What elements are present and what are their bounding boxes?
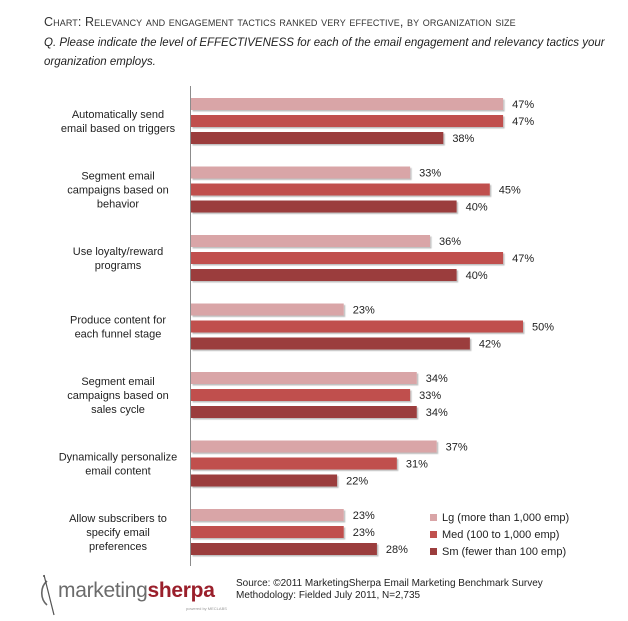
bar-med bbox=[191, 252, 504, 264]
legend-swatch-med bbox=[430, 531, 437, 538]
value-label: 47% bbox=[512, 253, 534, 265]
bar-sm bbox=[191, 337, 470, 350]
category-label: Use loyalty/reward bbox=[73, 246, 163, 258]
legend-swatch-lg bbox=[430, 514, 437, 521]
bar-med bbox=[191, 526, 344, 538]
logo-wordmark: marketingsherpa bbox=[58, 579, 215, 602]
category-label: Produce content for bbox=[70, 315, 166, 327]
bar-med bbox=[191, 320, 523, 333]
category-label: campaigns based on bbox=[67, 390, 169, 402]
value-label: 47% bbox=[512, 99, 534, 111]
value-label: 42% bbox=[479, 339, 501, 351]
legend-label-lg: Lg (more than 1,000 emp) bbox=[442, 511, 570, 524]
legend-item-med: Med (100 to 1,000 emp) bbox=[430, 526, 569, 543]
category-label: Segment email bbox=[81, 171, 154, 183]
logo-tagline: powered by MECLABS bbox=[186, 606, 227, 611]
source-line: Source: ©2011 MarketingSherpa Email Mark… bbox=[236, 578, 543, 589]
value-label: 23% bbox=[353, 305, 375, 317]
category-label: email based on triggers bbox=[61, 123, 176, 135]
bar-sm bbox=[191, 406, 417, 418]
value-label: 23% bbox=[353, 510, 375, 522]
bar-sm bbox=[191, 132, 444, 144]
value-label: 40% bbox=[466, 202, 488, 214]
bar-lg bbox=[191, 509, 344, 521]
bar-sm bbox=[191, 474, 338, 487]
bar-med bbox=[191, 389, 411, 401]
category-label: Automatically send bbox=[72, 109, 164, 121]
category-label: sales cycle bbox=[91, 404, 145, 416]
legend-item-sm: Sm (fewer than 100 emp) bbox=[430, 543, 569, 560]
category-label: specify email bbox=[86, 527, 150, 539]
value-label: 50% bbox=[532, 322, 554, 334]
bar-lg bbox=[191, 166, 411, 179]
legend-item-lg: Lg (more than 1,000 emp) bbox=[430, 509, 569, 526]
value-label: 23% bbox=[353, 527, 375, 539]
value-label: 28% bbox=[386, 544, 408, 556]
bar-sm bbox=[191, 269, 457, 281]
value-label: 34% bbox=[426, 373, 448, 385]
category-label: preferences bbox=[89, 541, 148, 553]
value-label: 33% bbox=[419, 168, 441, 180]
bar-sm bbox=[191, 543, 377, 555]
source-note: Source: ©2011 MarketingSherpa Email Mark… bbox=[236, 578, 543, 602]
value-label: 22% bbox=[346, 476, 368, 488]
category-label: Segment email bbox=[81, 376, 154, 388]
bar-med bbox=[191, 183, 490, 196]
legend-swatch-sm bbox=[430, 548, 437, 555]
chart-title: Chart: Relevancy and engagement tactics … bbox=[44, 15, 516, 29]
bar-lg bbox=[191, 98, 504, 110]
category-label: Dynamically personalize bbox=[59, 452, 178, 464]
value-label: 47% bbox=[512, 116, 534, 128]
category-label: programs bbox=[95, 260, 142, 272]
bar-lg bbox=[191, 440, 437, 453]
category-label: email content bbox=[85, 466, 150, 478]
category-label: campaigns based on bbox=[67, 185, 169, 197]
value-label: 45% bbox=[499, 185, 521, 197]
chart-question: Q. Please indicate the level of EFFECTIV… bbox=[44, 37, 605, 68]
bar-med bbox=[191, 457, 397, 470]
methodology-line: Methodology: Fielded July 2011, N=2,735 bbox=[236, 590, 421, 601]
category-label: behavior bbox=[97, 199, 140, 211]
compass-needle-icon bbox=[40, 574, 55, 616]
legend-label-med: Med (100 to 1,000 emp) bbox=[442, 528, 560, 541]
legend: Lg (more than 1,000 emp) Med (100 to 1,0… bbox=[430, 509, 569, 560]
bar-med bbox=[191, 115, 504, 127]
value-label: 37% bbox=[446, 442, 468, 454]
category-label: each funnel stage bbox=[75, 329, 162, 341]
value-label: 38% bbox=[452, 133, 474, 145]
value-label: 31% bbox=[406, 459, 428, 471]
bar-lg bbox=[191, 303, 344, 316]
legend-label-sm: Sm (fewer than 100 emp) bbox=[442, 545, 567, 558]
value-label: 40% bbox=[466, 270, 488, 282]
value-label: 33% bbox=[419, 390, 441, 402]
value-label: 34% bbox=[426, 407, 448, 419]
category-label: Allow subscribers to bbox=[69, 513, 167, 525]
bar-lg bbox=[191, 372, 417, 384]
bar-lg bbox=[191, 235, 431, 247]
bar-sm bbox=[191, 200, 457, 213]
value-label: 36% bbox=[439, 236, 461, 248]
